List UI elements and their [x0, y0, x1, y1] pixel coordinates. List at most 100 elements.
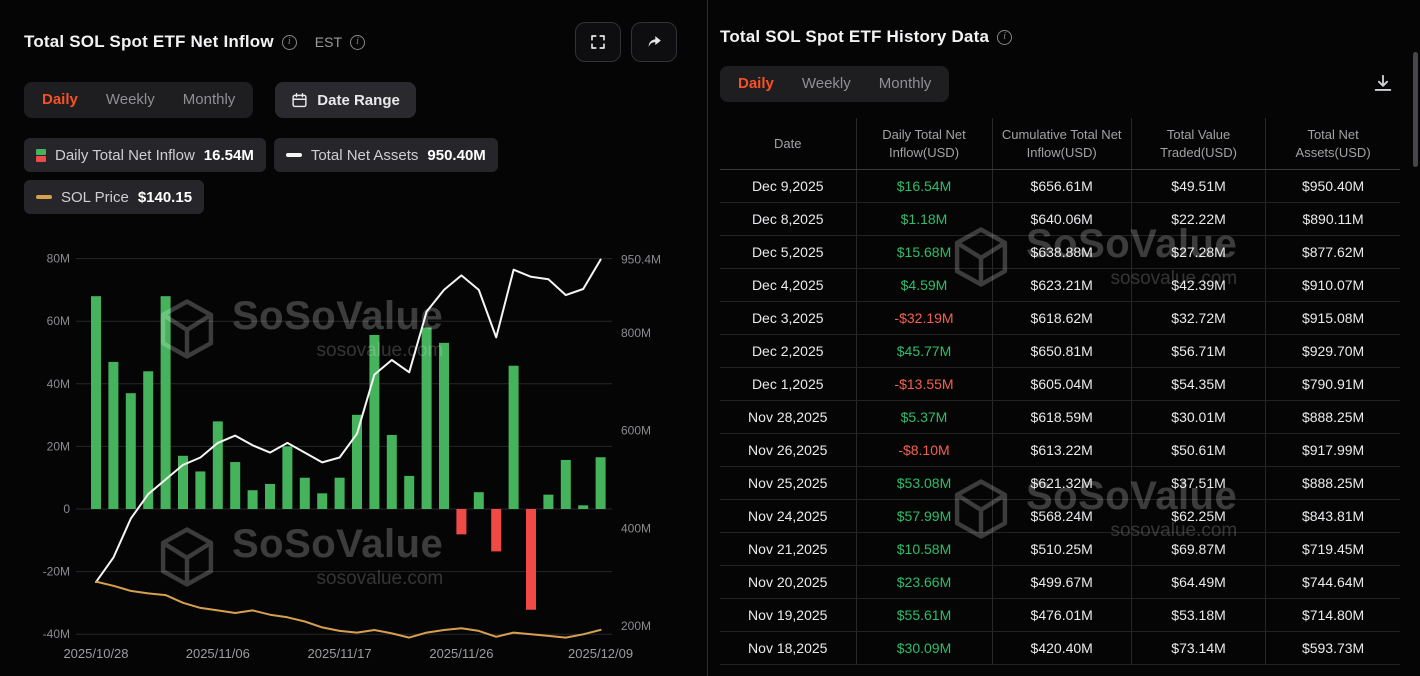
date-cell: Dec 8,2025 — [720, 202, 857, 237]
inflow-bar[interactable] — [299, 477, 310, 509]
inflow-bar[interactable] — [91, 296, 101, 509]
inflow-bar[interactable] — [386, 434, 397, 509]
inflow-bar[interactable] — [560, 459, 571, 509]
fullscreen-icon — [591, 35, 605, 49]
tab-monthly[interactable]: Monthly — [182, 91, 236, 108]
download-button[interactable] — [1372, 73, 1394, 95]
table-row[interactable]: Nov 20,2025 $23.66M $499.67M $64.49M $744.64… — [720, 565, 1400, 600]
cumulative-cell: $621.32M — [992, 466, 1132, 501]
left-axis-label: 60M — [47, 314, 70, 328]
inflow-bar[interactable] — [439, 342, 449, 509]
inflow-cell: $5.37M — [856, 400, 993, 435]
inflow-cell: -$13.55M — [856, 367, 993, 402]
assets-cell: $714.80M — [1265, 598, 1400, 633]
inflow-bar[interactable] — [125, 393, 136, 509]
traded-cell: $54.35M — [1131, 367, 1267, 402]
inflow-cell: -$8.10M — [856, 433, 993, 468]
table-row[interactable]: Nov 21,2025 $10.58M $510.25M $69.87M $719.45… — [720, 532, 1400, 567]
net-assets-line[interactable] — [95, 258, 602, 584]
net-inflow-panel: Total SOL Spot ETF Net Inflow i EST i Da… — [0, 0, 707, 676]
legend-daily-net-inflow[interactable]: Daily Total Net Inflow 16.54M — [24, 138, 266, 172]
tab-weekly[interactable]: Weekly — [105, 91, 155, 108]
history-interval-tabs: Daily Weekly Monthly — [720, 66, 950, 102]
table-row[interactable]: Dec 4,2025 $4.59M $623.21M $42.39M $910.07M — [720, 268, 1400, 303]
net-inflow-chart[interactable]: 80M 60M 40M 20M 0 -20M -40M 950.4M 800M 600M 400M 2… — [24, 234, 692, 670]
inflow-bar[interactable] — [456, 509, 467, 535]
table-row[interactable]: Dec 3,2025 -$32.19M $618.62M $32.72M $915.08… — [720, 301, 1400, 336]
assets-cell: $910.07M — [1265, 268, 1400, 303]
date-cell: Nov 21,2025 — [720, 532, 857, 567]
share-button[interactable] — [631, 22, 677, 62]
cumulative-cell: $420.40M — [992, 631, 1132, 666]
inflow-bar[interactable] — [195, 471, 206, 509]
inflow-bar[interactable] — [473, 492, 484, 509]
inflow-bar[interactable] — [143, 371, 154, 509]
inflow-bar[interactable] — [334, 477, 345, 509]
inflow-bar[interactable] — [108, 361, 119, 509]
inflow-bar[interactable] — [352, 414, 362, 509]
assets-cell: $888.25M — [1265, 400, 1400, 435]
table-row[interactable]: Nov 19,2025 $55.61M $476.01M $53.18M $714.80… — [720, 598, 1400, 633]
cumulative-cell: $638.88M — [992, 235, 1132, 270]
table-row[interactable]: Nov 25,2025 $53.08M $621.32M $37.51M $888.25… — [720, 466, 1400, 501]
history-controls: Daily Weekly Monthly — [720, 66, 1400, 102]
col-date: Date — [720, 118, 857, 171]
date-cell: Nov 24,2025 — [720, 499, 857, 534]
table-row[interactable]: Dec 2,2025 $45.77M $650.81M $56.71M $929.70M — [720, 334, 1400, 369]
info-icon[interactable]: i — [997, 29, 1013, 45]
inflow-bar[interactable] — [595, 457, 606, 509]
inflow-bar[interactable] — [317, 493, 328, 509]
traded-cell: $27.28M — [1131, 235, 1267, 270]
info-icon[interactable]: i — [281, 34, 297, 50]
col-daily-net-inflow: Daily Total Net Inflow(USD) — [856, 118, 993, 171]
inflow-bar[interactable] — [369, 334, 380, 509]
tab-monthly[interactable]: Monthly — [878, 75, 932, 92]
legend-total-net-assets[interactable]: Total Net Assets 950.40M — [273, 138, 498, 172]
inflow-bar[interactable] — [421, 327, 432, 509]
assets-cell: $843.81M — [1265, 499, 1400, 534]
inflow-bar[interactable] — [491, 509, 502, 552]
date-range-button[interactable]: Date Range — [275, 82, 416, 118]
col-value-traded: Total Value Traded(USD) — [1131, 118, 1267, 171]
cumulative-cell: $650.81M — [992, 334, 1132, 369]
inflow-bar[interactable] — [160, 296, 171, 509]
legend-row: SOL Price $140.15 — [24, 180, 695, 214]
sol-price-line[interactable] — [95, 580, 602, 639]
right-axis-label: 950.4M — [621, 253, 661, 267]
inflow-bar[interactable] — [508, 365, 519, 509]
table-row[interactable]: Dec 8,2025 $1.18M $640.06M $22.22M $890.11M — [720, 202, 1400, 237]
table-row[interactable]: Dec 9,2025 $16.54M $656.61M $49.51M $950.40M — [720, 169, 1400, 204]
inflow-bar[interactable] — [230, 462, 241, 509]
inflow-bar[interactable] — [526, 509, 536, 610]
table-row[interactable]: Nov 24,2025 $57.99M $568.24M $62.25M $843.81… — [720, 499, 1400, 534]
panel-divider — [707, 0, 708, 676]
inflow-bar[interactable] — [178, 455, 188, 509]
left-axis-label: -20M — [43, 565, 70, 579]
inflow-cell: $4.59M — [856, 268, 993, 303]
inflow-bar[interactable] — [404, 475, 415, 509]
table-row[interactable]: Dec 1,2025 -$13.55M $605.04M $54.35M $790.91… — [720, 367, 1400, 402]
inflow-bar[interactable] — [212, 421, 223, 509]
inflow-bar[interactable] — [578, 505, 589, 509]
tab-daily[interactable]: Daily — [738, 75, 774, 92]
table-row[interactable]: Nov 26,2025 -$8.10M $613.22M $50.61M $917.99… — [720, 433, 1400, 468]
legend-sol-price[interactable]: SOL Price $140.15 — [24, 180, 205, 214]
inflow-bar[interactable] — [247, 490, 258, 509]
timezone-label: EST — [314, 34, 343, 50]
right-panel-header: Total SOL Spot ETF History Data i — [720, 22, 1400, 52]
table-row[interactable]: Dec 5,2025 $15.68M $638.88M $27.28M $877.62M — [720, 235, 1400, 270]
fullscreen-button[interactable] — [575, 22, 621, 62]
tab-daily[interactable]: Daily — [42, 91, 78, 108]
inflow-bar[interactable] — [282, 446, 293, 509]
left-axis-label: 40M — [47, 377, 70, 391]
table-row[interactable]: Nov 28,2025 $5.37M $618.59M $30.01M $888.25M — [720, 400, 1400, 435]
tab-weekly[interactable]: Weekly — [801, 75, 851, 92]
inflow-bar[interactable] — [265, 483, 275, 509]
inflow-bar[interactable] — [543, 494, 554, 509]
cumulative-cell: $613.22M — [992, 433, 1132, 468]
scrollbar[interactable] — [1413, 52, 1418, 167]
info-icon[interactable]: i — [350, 34, 366, 50]
table-row[interactable]: Nov 18,2025 $30.09M $420.40M $73.14M $593.73… — [720, 631, 1400, 666]
x-axis-label: 2025/11/17 — [308, 646, 372, 661]
left-axis-label: 20M — [47, 439, 70, 453]
